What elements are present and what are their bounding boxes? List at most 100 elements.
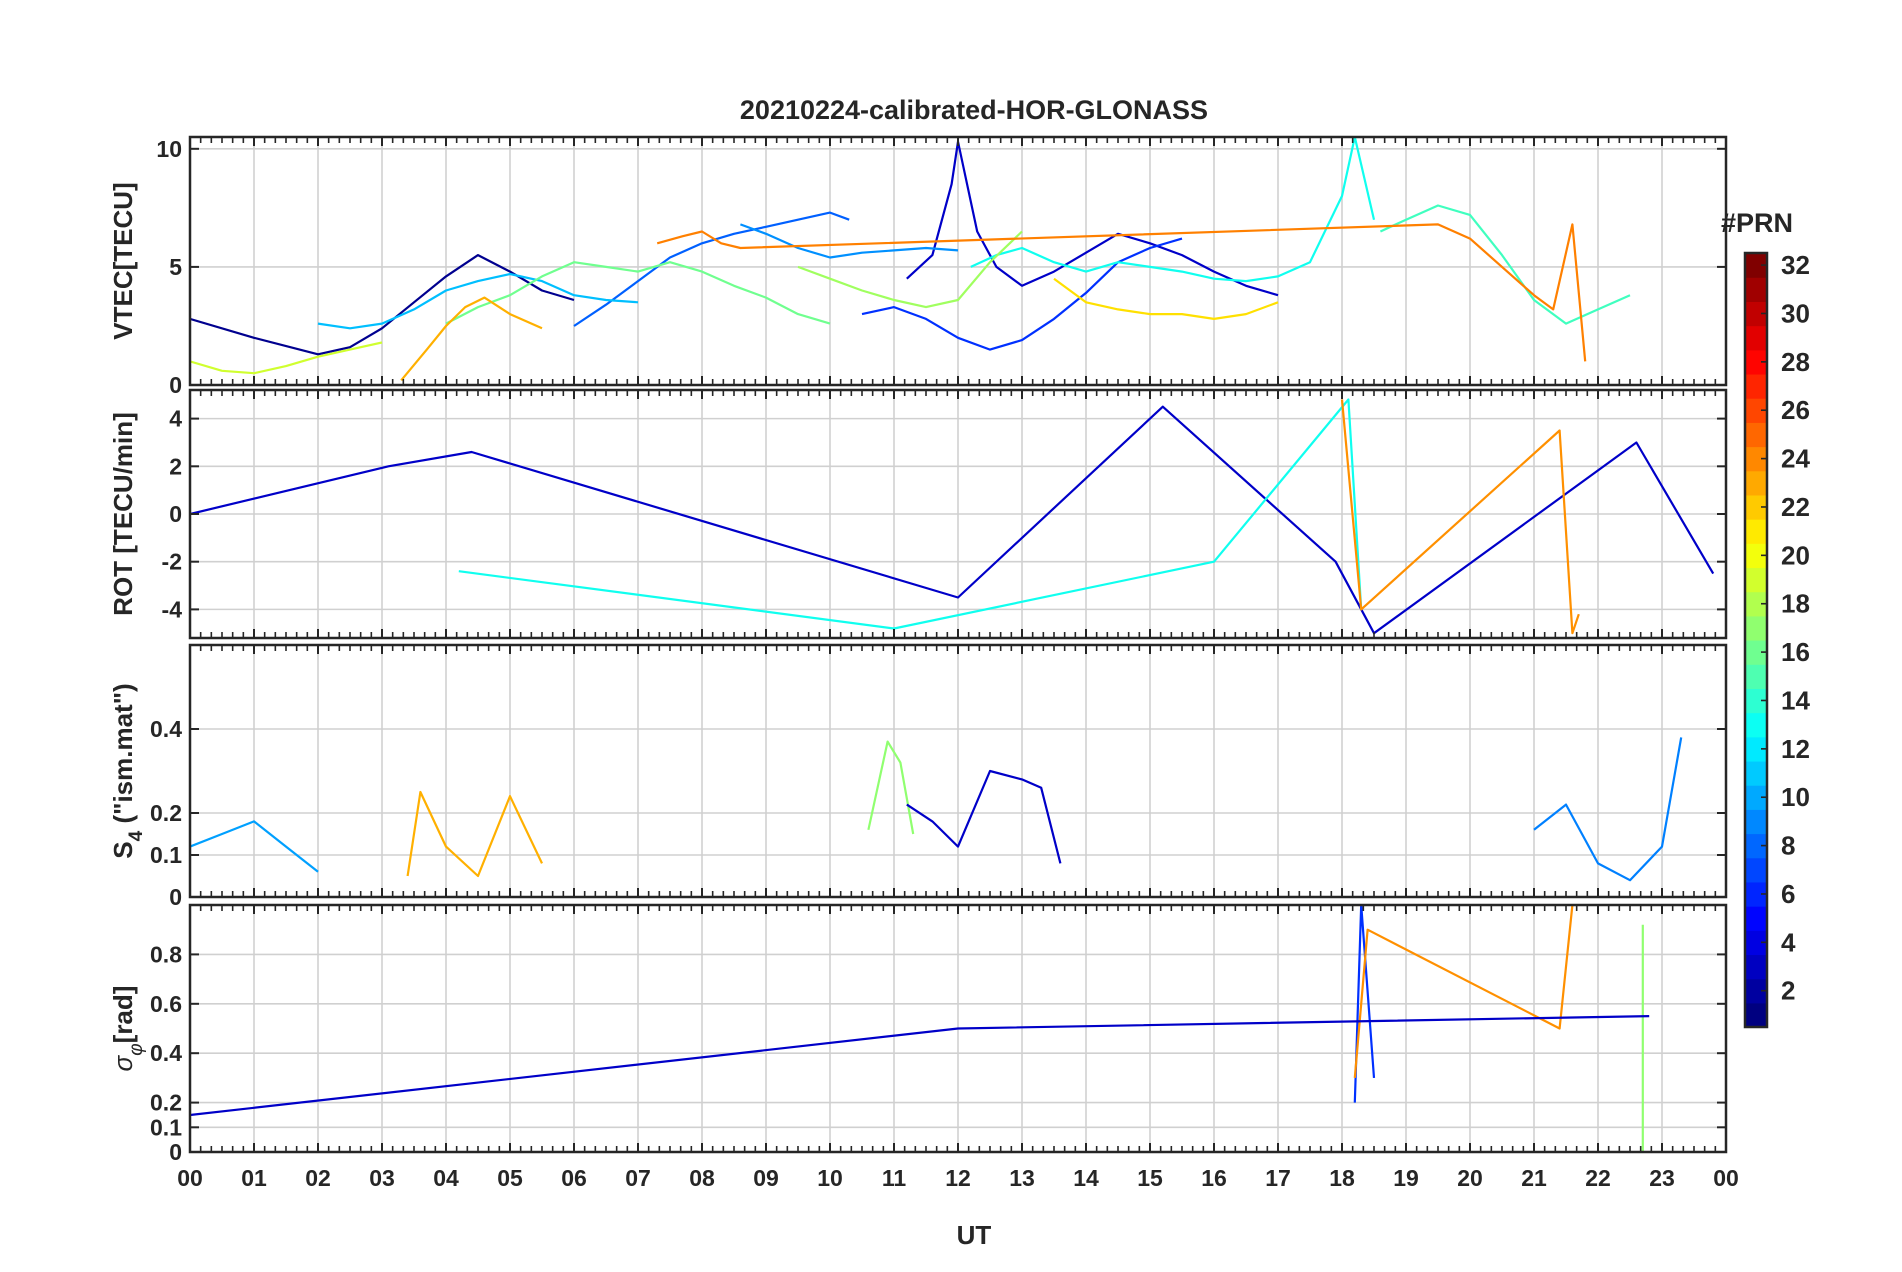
x-tick-label: 18 (1329, 1165, 1355, 1191)
colorbar-swatch (1745, 301, 1767, 327)
series-prn-16 (445, 261, 831, 325)
y-axis-label-vtec: VTEC[TECU] (108, 182, 138, 339)
series-prn-24 (656, 223, 1587, 362)
panel-sigma_phi: 00.10.2 0.4 0.6 0.8σφ[rad] (108, 903, 1728, 1165)
series-prn-23 (1353, 905, 1574, 1078)
series-prn-1 (190, 254, 575, 356)
colorbar-swatch (1745, 809, 1767, 835)
series-prn-2 (190, 1015, 1650, 1117)
colorbar-swatch (1745, 519, 1767, 544)
series-prn-9 (1533, 737, 1683, 882)
y-axis-label-sigma_phi: σφ[rad] (108, 986, 147, 1072)
colorbar-swatch (1745, 253, 1767, 278)
colorbar-swatch (1745, 349, 1767, 375)
x-tick-label: 05 (497, 1165, 523, 1191)
x-tick-label: 15 (1137, 1165, 1163, 1191)
y-tick-label: 10 (156, 136, 182, 162)
panel-vtec: 0 5 10 VTEC[TECU] (108, 135, 1728, 398)
colorbar-tick-label: 6 (1781, 879, 1795, 909)
colorbar-tick-label: 18 (1781, 589, 1810, 619)
x-tick-label: 16 (1201, 1165, 1227, 1191)
x-tick-label: 07 (625, 1165, 651, 1191)
series-prn-17 (867, 740, 915, 835)
series-prn-10 (317, 272, 639, 330)
y-tick-label: 0.1 (150, 842, 182, 868)
y-tick-label: 0.4 (150, 1040, 182, 1066)
series-group-sigma_phi (190, 905, 1650, 1152)
colorbar-swatch (1745, 712, 1767, 738)
series-prn-18 (797, 230, 1023, 309)
x-tick-label: 14 (1073, 1165, 1099, 1191)
y-tick-label: 0.2 (150, 1090, 182, 1116)
colorbar-tick-label: 10 (1781, 782, 1810, 812)
series-prn-12 (970, 137, 1376, 283)
x-tick-labels: 00 01 02 03 04 05 06 07 08 09 10 11 12 13 14 15 16 17 18 19… (177, 1165, 1739, 1191)
y-tick-label: 0 (169, 1139, 182, 1165)
x-tick-label: 17 (1265, 1165, 1291, 1191)
x-tick-label: 12 (945, 1165, 971, 1191)
colorbar-tick-label: 2 (1781, 976, 1795, 1006)
x-tick-label: 03 (369, 1165, 395, 1191)
y-tick-label: 2 (169, 453, 182, 479)
series-group-vtec (190, 137, 1631, 382)
x-ticks-vtec (189, 137, 1727, 385)
series-prn-4 (861, 237, 1183, 351)
x-axis-label: UT (957, 1220, 992, 1250)
x-tick-label: 11 (882, 1165, 907, 1191)
panel-s4: 0 0.1 0.2 0.4S4 ("ism.mat") (108, 643, 1728, 910)
y-tick-label: 0.8 (150, 941, 182, 967)
colorbar-tick-label: 24 (1781, 444, 1810, 474)
series-prn-8 (740, 223, 959, 259)
series-prn-11 (190, 820, 319, 873)
colorbar-tick-label: 4 (1781, 927, 1796, 957)
x-ticks-sigma_phi (189, 905, 1727, 1152)
series-group-rot (190, 398, 1715, 635)
colorbar-swatch (1745, 591, 1767, 617)
colorbar-swatch (1745, 615, 1767, 641)
series-prn-2 (906, 769, 1062, 864)
colorbar-swatch (1745, 906, 1767, 931)
colorbar-swatch (1745, 736, 1767, 762)
x-tick-label: 20 (1457, 1165, 1483, 1191)
y-axis-sigma_phi: 00.10.2 0.4 0.6 0.8 (150, 941, 1726, 1165)
series-prn-23 (1340, 399, 1580, 635)
y-tick-label: 0 (169, 501, 182, 527)
colorbar-swatch (1745, 833, 1767, 859)
y-axis-rot: -4 -2 0 2 4 (162, 406, 1726, 622)
y-axis-vtec: 0 5 10 (156, 136, 1726, 398)
colorbar-tick-label: 22 (1781, 492, 1810, 522)
y-tick-label: 0 (169, 884, 182, 910)
series-prn-22 (406, 790, 543, 878)
colorbar-swatch (1745, 664, 1767, 689)
colorbar-swatch (1745, 785, 1767, 810)
x-ticks-s4 (189, 645, 1727, 897)
colorbar-tick-label: 16 (1781, 637, 1810, 667)
x-tick-label: 08 (689, 1165, 715, 1191)
colorbar-tick-label: 28 (1781, 347, 1810, 377)
colorbar-swatch (1745, 325, 1767, 351)
colorbar-title: #PRN (1721, 208, 1793, 238)
series-prn-2 (190, 405, 1715, 635)
colorbar-tick-label: 8 (1781, 831, 1795, 861)
x-tick-label: 06 (561, 1165, 587, 1191)
x-tick-label: 10 (817, 1165, 843, 1191)
colorbar-swatch (1745, 446, 1767, 472)
y-axis-label-s4: S4 ("ism.mat") (108, 683, 147, 858)
colorbar-swatch (1745, 567, 1767, 593)
colorbar-swatch (1745, 422, 1767, 448)
colorbar-tick-label: 20 (1781, 540, 1810, 570)
chart-title: 20210224-calibrated-HOR-GLONASS (740, 95, 1208, 125)
colorbar-swatch (1745, 930, 1767, 956)
x-tick-label: 19 (1393, 1165, 1419, 1191)
series-prn-6 (573, 211, 850, 327)
x-ticks-rot (189, 390, 1727, 638)
x-tick-label: 00 (177, 1165, 203, 1191)
colorbar-swatch (1745, 978, 1767, 1004)
y-axis-label-rot: ROT [TECU/min] (108, 412, 138, 616)
colorbar-swatch (1745, 640, 1767, 665)
panel-rot: -4 -2 0 2 4 ROT [TECU/min] (108, 388, 1728, 640)
y-tick-label: -4 (162, 596, 183, 622)
colorbar-swatch (1745, 881, 1767, 907)
